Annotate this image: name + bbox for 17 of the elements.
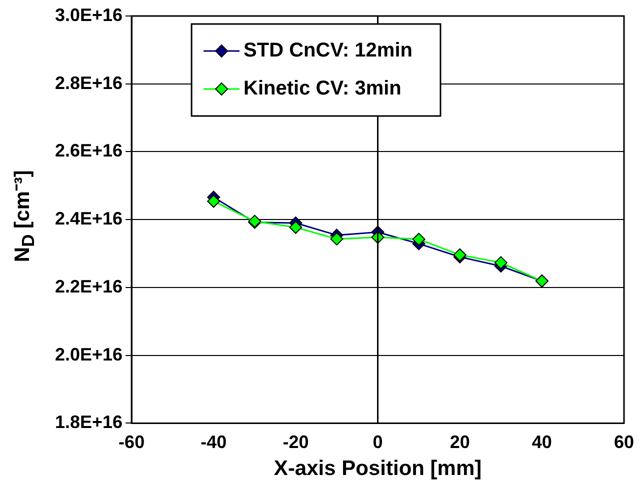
- y-tick-label: 2.6E+16: [55, 140, 123, 161]
- y-tick-label: 2.4E+16: [55, 208, 123, 229]
- x-tick-label: 0: [372, 432, 383, 452]
- x-tick-label: -60: [118, 432, 145, 452]
- legend-label: STD CnCV: 12min: [244, 40, 412, 62]
- x-tick-label: 40: [532, 432, 552, 452]
- y-tick-label: 2.8E+16: [55, 72, 123, 93]
- x-tick-label: 60: [614, 432, 634, 452]
- y-tick-label: 2.2E+16: [55, 276, 123, 296]
- x-tick-label: -40: [200, 432, 227, 452]
- y-tick-label: 1.8E+16: [55, 412, 123, 432]
- x-axis-title: X-axis Position [mm]: [274, 457, 482, 480]
- x-tick-label: 20: [450, 432, 470, 452]
- y-tick-label: 2.0E+16: [55, 344, 123, 364]
- y-tick-label: 3.0E+16: [55, 4, 123, 25]
- x-tick-label: -20: [282, 432, 309, 452]
- legend-label: Kinetic CV: 3min: [244, 78, 402, 100]
